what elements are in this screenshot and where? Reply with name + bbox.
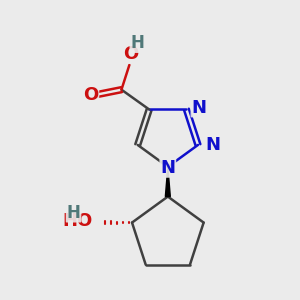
Polygon shape [165, 167, 170, 196]
Text: HO: HO [62, 212, 92, 230]
Text: N: N [191, 98, 206, 116]
Text: N: N [205, 136, 220, 154]
Text: O: O [123, 45, 138, 63]
Text: O: O [83, 85, 98, 103]
Text: H: H [67, 204, 80, 222]
Text: H: H [130, 34, 144, 52]
Text: N: N [160, 159, 175, 177]
